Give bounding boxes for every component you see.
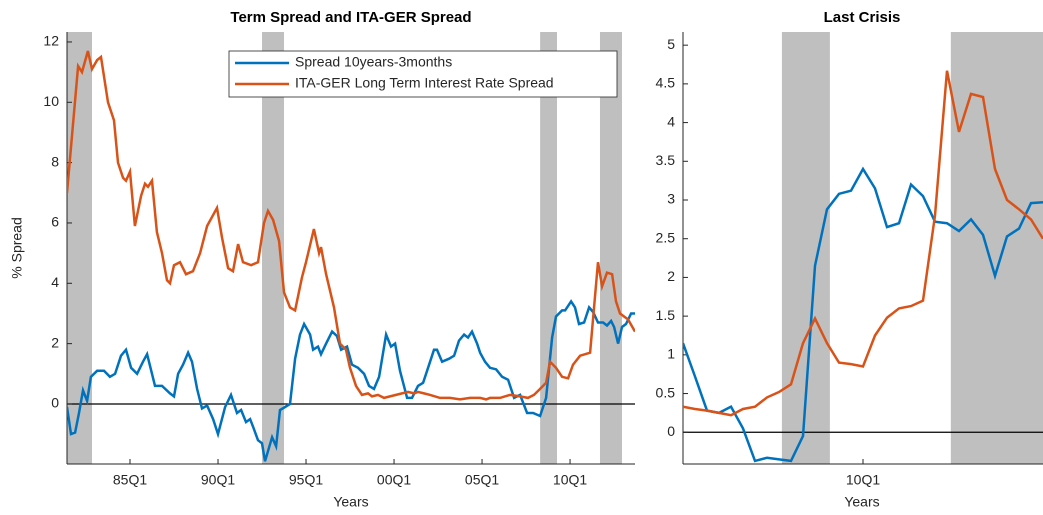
x-tick-label: 85Q1 bbox=[113, 472, 147, 488]
y-axis-label: % Spread bbox=[9, 217, 25, 278]
y-tick-label: 10 bbox=[43, 93, 59, 109]
chart-title: Term Spread and ITA-GER Spread bbox=[230, 9, 471, 26]
legend: Spread 10years-3months ITA-GER Long Term … bbox=[228, 50, 618, 98]
y-tick-label: 4 bbox=[51, 274, 59, 290]
y-tick-label: 0 bbox=[51, 395, 59, 411]
legend-label: ITA-GER Long Term Interest Rate Spread bbox=[295, 75, 554, 91]
series-line bbox=[683, 166, 1043, 463]
y-tick-label: 4 bbox=[667, 113, 675, 129]
shaded-period bbox=[262, 32, 285, 464]
legend-label: Spread 10years-3months bbox=[295, 54, 452, 70]
y-tick-label: 0 bbox=[667, 423, 675, 439]
x-tick-label: 10Q1 bbox=[846, 472, 880, 488]
shaded-period bbox=[540, 32, 558, 464]
y-tick-label: 8 bbox=[51, 153, 59, 169]
x-tick-label: 90Q1 bbox=[201, 472, 235, 488]
x-axis-label: Years bbox=[333, 494, 368, 510]
y-tick-label: 2.5 bbox=[656, 229, 676, 245]
y-tick-label: 5 bbox=[667, 36, 675, 52]
y-tick-label: 3 bbox=[667, 191, 675, 207]
y-tick-label: 6 bbox=[51, 214, 59, 230]
y-tick-label: 2 bbox=[51, 334, 59, 350]
y-tick-label: 2 bbox=[667, 268, 675, 284]
y-tick-label: 1 bbox=[667, 346, 675, 362]
x-tick-label: 95Q1 bbox=[289, 472, 323, 488]
legend-box bbox=[228, 50, 618, 98]
x-axis-label: Years bbox=[844, 494, 879, 510]
chart-title: Last Crisis bbox=[824, 9, 901, 26]
series-line bbox=[67, 299, 635, 462]
x-tick-label: 00Q1 bbox=[377, 472, 411, 488]
y-tick-label: 1.5 bbox=[656, 307, 676, 323]
y-tick-label: 4.5 bbox=[656, 75, 676, 91]
x-tick-label: 05Q1 bbox=[465, 472, 499, 488]
y-tick-label: 12 bbox=[43, 33, 59, 49]
y-tick-label: 3.5 bbox=[656, 152, 676, 168]
x-tick-label: 10Q1 bbox=[553, 472, 587, 488]
shaded-period bbox=[599, 32, 622, 464]
shaded-period bbox=[950, 32, 1043, 464]
series-line bbox=[67, 50, 635, 401]
y-tick-label: 0.5 bbox=[656, 384, 676, 400]
series-line bbox=[683, 70, 1043, 417]
